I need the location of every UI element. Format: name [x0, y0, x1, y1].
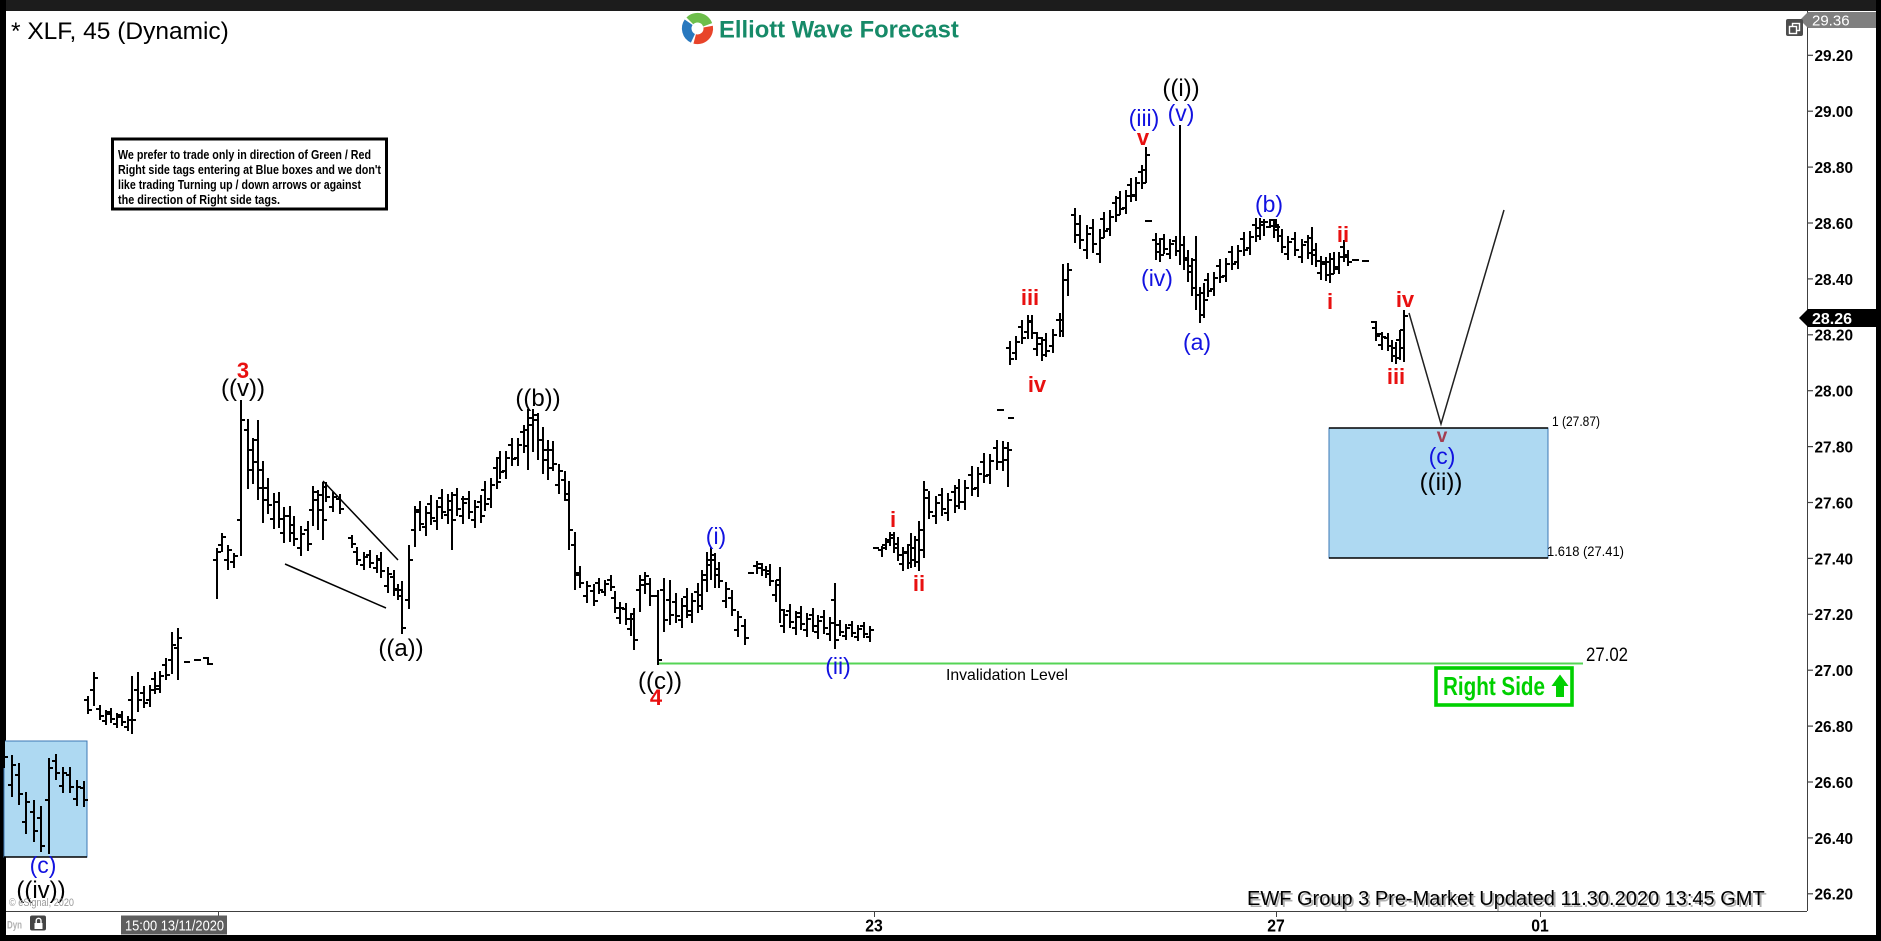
- svg-text:the direction of Right side ta: the direction of Right side tags.: [118, 193, 280, 207]
- svg-text:((iv)): ((iv)): [16, 877, 65, 904]
- svg-text:(c): (c): [1429, 443, 1456, 469]
- svg-text:((i)): ((i)): [1162, 75, 1199, 102]
- svg-text:28.60: 28.60: [1815, 216, 1854, 233]
- svg-text:28.80: 28.80: [1815, 160, 1854, 177]
- svg-text:3: 3: [237, 358, 249, 383]
- svg-text:15:00 13/11/2020: 15:00 13/11/2020: [125, 918, 224, 935]
- svg-text:Invalidation Level: Invalidation Level: [946, 667, 1068, 684]
- svg-text:27.00: 27.00: [1815, 663, 1854, 680]
- svg-text:28.40: 28.40: [1815, 272, 1854, 289]
- svg-text:(b): (b): [1255, 191, 1283, 217]
- svg-text:27: 27: [1267, 916, 1285, 936]
- svg-text:29.00: 29.00: [1815, 104, 1854, 121]
- svg-text:Right side tags entering at Bl: Right side tags entering at Blue boxes a…: [118, 163, 382, 177]
- svg-text:((b)): ((b)): [515, 385, 560, 412]
- svg-text:v: v: [1437, 426, 1448, 447]
- svg-text:26.40: 26.40: [1815, 831, 1854, 848]
- svg-text:like trading Turning up / down: like trading Turning up / down arrows or…: [118, 178, 362, 192]
- svg-text:23: 23: [865, 916, 883, 936]
- svg-text:* XLF, 45 (Dynamic): * XLF, 45 (Dynamic): [11, 18, 229, 45]
- svg-text:29.36: 29.36: [1812, 13, 1850, 30]
- svg-text:ii: ii: [1337, 222, 1349, 247]
- svg-text:((v)): ((v)): [221, 375, 265, 402]
- svg-text:((ii)): ((ii)): [1420, 469, 1463, 496]
- svg-text:26.80: 26.80: [1815, 719, 1854, 736]
- svg-text:((c)): ((c)): [638, 668, 682, 695]
- svg-text:27.40: 27.40: [1815, 551, 1854, 568]
- svg-text:We prefer to trade only in dir: We prefer to trade only in direction of …: [118, 148, 371, 162]
- svg-text:26.20: 26.20: [1815, 887, 1854, 904]
- svg-text:27.20: 27.20: [1815, 607, 1854, 624]
- svg-text:Dyn: Dyn: [7, 920, 22, 932]
- svg-text:iii: iii: [1021, 285, 1039, 310]
- svg-text:28.20: 28.20: [1815, 328, 1854, 345]
- svg-text:iv: iv: [1396, 287, 1415, 312]
- svg-text:ii: ii: [913, 571, 925, 596]
- svg-text:1 (27.87): 1 (27.87): [1552, 413, 1600, 429]
- svg-text:Right Side: Right Side: [1443, 671, 1545, 701]
- svg-text:26.60: 26.60: [1815, 775, 1854, 792]
- svg-text:(v): (v): [1168, 100, 1195, 126]
- svg-text:Elliott Wave Forecast: Elliott Wave Forecast: [719, 17, 959, 44]
- svg-text:(ii): (ii): [825, 653, 851, 679]
- svg-text:v: v: [1137, 125, 1150, 150]
- svg-text:01: 01: [1531, 916, 1549, 936]
- svg-text:iii: iii: [1387, 364, 1405, 389]
- svg-text:(a): (a): [1183, 329, 1211, 355]
- svg-text:iv: iv: [1028, 372, 1047, 397]
- svg-text:i: i: [1327, 289, 1333, 314]
- svg-text:28.26: 28.26: [1812, 311, 1852, 328]
- svg-text:((a)): ((a)): [378, 635, 423, 662]
- svg-text:4: 4: [650, 685, 663, 710]
- svg-text:© eSignal, 2020: © eSignal, 2020: [9, 897, 74, 909]
- svg-text:i: i: [890, 507, 896, 532]
- svg-text:(c): (c): [30, 852, 57, 878]
- svg-text:(i): (i): [706, 523, 726, 549]
- svg-text:27.02: 27.02: [1586, 645, 1628, 666]
- svg-text:(iii): (iii): [1129, 105, 1160, 131]
- svg-text:1.618 (27.41): 1.618 (27.41): [1547, 543, 1624, 559]
- svg-text:EWF Group 3 Pre-Market Updated: EWF Group 3 Pre-Market Updated 11.30.202…: [1247, 888, 1765, 910]
- svg-text:28.00: 28.00: [1815, 384, 1854, 401]
- svg-text:(iv): (iv): [1141, 265, 1173, 291]
- svg-text:27.60: 27.60: [1815, 495, 1854, 512]
- svg-text:29.20: 29.20: [1815, 48, 1854, 65]
- svg-text:27.80: 27.80: [1815, 440, 1854, 457]
